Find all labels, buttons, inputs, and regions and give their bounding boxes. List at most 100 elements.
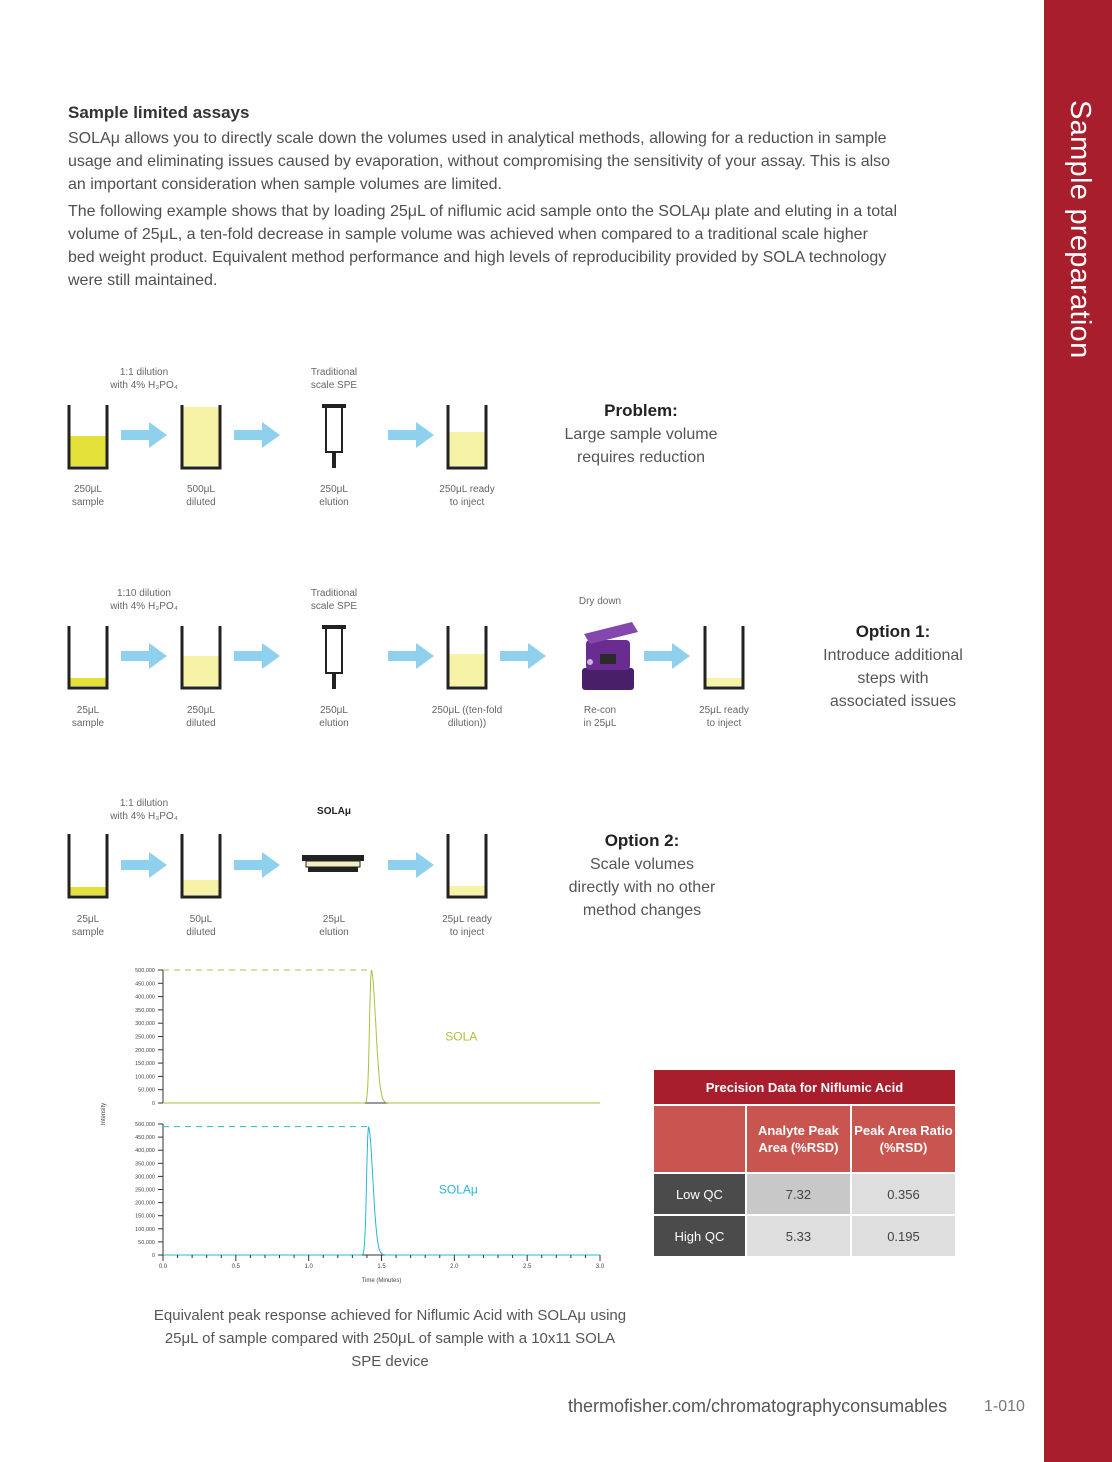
y-axis-label: Intensity bbox=[101, 1103, 107, 1125]
y-tick-label: 500,000 bbox=[135, 1122, 155, 1128]
y-tick-label: 400,000 bbox=[135, 1148, 155, 1154]
callout-title: Problem: bbox=[604, 401, 678, 420]
step-label: 25μL sample bbox=[71, 914, 105, 938]
series-line bbox=[163, 1126, 600, 1256]
step-label: SOLAμ bbox=[317, 806, 351, 817]
table-header: Analyte Peak Area (%RSD) bbox=[744, 1104, 852, 1174]
arrow-icon bbox=[234, 422, 280, 448]
arrow-icon bbox=[121, 852, 167, 878]
page-number: 1-010 bbox=[984, 1398, 1025, 1415]
y-tick-label: 200,000 bbox=[135, 1048, 155, 1054]
y-tick-label: 250,000 bbox=[135, 1035, 155, 1041]
x-tick-label: 1.5 bbox=[377, 1264, 386, 1270]
step-label: Traditional scale SPE bbox=[310, 367, 358, 391]
y-tick-label: 0 bbox=[152, 1253, 155, 1259]
step-label: 250μL ready to inject bbox=[439, 484, 495, 508]
step-label: 25μL sample bbox=[71, 705, 105, 729]
problem-callout: Problem: Large sample volume requires re… bbox=[556, 401, 726, 469]
beaker-icon bbox=[180, 405, 222, 470]
table-header: Peak Area Ratio (%RSD) bbox=[849, 1104, 958, 1174]
beaker-icon bbox=[446, 405, 488, 470]
x-tick-label: 0.5 bbox=[232, 1264, 241, 1270]
arrow-icon bbox=[388, 422, 434, 448]
x-tick-label: 2.0 bbox=[450, 1264, 459, 1270]
arrow-icon bbox=[121, 422, 167, 448]
beaker-icon bbox=[446, 834, 488, 899]
x-tick-label: 0.0 bbox=[159, 1264, 168, 1270]
y-tick-label: 50,000 bbox=[138, 1088, 155, 1094]
arrow-icon bbox=[388, 643, 434, 669]
problem-row bbox=[67, 404, 488, 470]
x-tick-label: 1.0 bbox=[304, 1264, 313, 1270]
x-tick-label: 3.0 bbox=[596, 1264, 605, 1270]
step-label: Re-con in 25μL bbox=[583, 705, 617, 729]
table-corner bbox=[652, 1104, 747, 1174]
series-line bbox=[163, 969, 600, 1104]
y-tick-label: 350,000 bbox=[135, 1008, 155, 1014]
table-row: Low QC 7.32 0.356 bbox=[652, 1172, 958, 1216]
beaker-icon bbox=[67, 626, 109, 690]
spe-cartridge-icon bbox=[322, 625, 346, 689]
evaporator-device-icon bbox=[582, 622, 638, 690]
sidebar-title: Sample preparation bbox=[1064, 100, 1096, 359]
row-header: High QC bbox=[652, 1214, 747, 1258]
table-cell: 0.195 bbox=[849, 1214, 958, 1258]
y-tick-label: 100,000 bbox=[135, 1074, 155, 1080]
step-label: 25μL elution bbox=[319, 914, 349, 938]
beaker-icon bbox=[180, 834, 222, 899]
step-label: Traditional scale SPE bbox=[310, 588, 358, 612]
step-label: 500μL diluted bbox=[186, 484, 216, 508]
precision-table: Precision Data for Niflumic Acid Analyte… bbox=[652, 1068, 958, 1258]
y-tick-label: 500,000 bbox=[135, 968, 155, 974]
section-title: Sample limited assays bbox=[68, 103, 250, 122]
series-label: SOLA bbox=[445, 1030, 477, 1044]
chart-caption: Equivalent peak response achieved for Ni… bbox=[153, 1307, 627, 1370]
table-cell: 0.356 bbox=[849, 1172, 958, 1216]
spe-cartridge-icon bbox=[322, 404, 346, 468]
y-tick-label: 300,000 bbox=[135, 1021, 155, 1027]
callout-text: Scale volumes directly with no other met… bbox=[568, 856, 716, 919]
y-tick-label: 250,000 bbox=[135, 1188, 155, 1194]
callout-text: Large sample volume requires reduction bbox=[564, 426, 718, 466]
x-tick-label: 2.5 bbox=[523, 1264, 532, 1270]
example-paragraph: The following example shows that by load… bbox=[68, 203, 897, 289]
option1-row bbox=[67, 622, 745, 690]
arrow-icon bbox=[121, 643, 167, 669]
y-tick-label: 450,000 bbox=[135, 1135, 155, 1141]
callout-title: Option 2: bbox=[604, 831, 680, 850]
arrow-icon bbox=[234, 643, 280, 669]
y-tick-label: 0 bbox=[152, 1101, 155, 1107]
option1-callout: Option 1: Introduce additional steps wit… bbox=[808, 622, 978, 713]
beaker-icon bbox=[67, 405, 109, 470]
callout-title: Option 1: bbox=[855, 622, 931, 641]
y-tick-label: 300,000 bbox=[135, 1174, 155, 1180]
y-tick-label: 100,000 bbox=[135, 1227, 155, 1233]
step-label: 1:10 dilution with 4% H₃PO₄ bbox=[110, 588, 178, 612]
step-label: 50μL diluted bbox=[186, 914, 216, 938]
step-label: 250μL sample bbox=[71, 484, 105, 508]
y-tick-label: 200,000 bbox=[135, 1201, 155, 1207]
solamu-plate-icon bbox=[302, 855, 364, 872]
step-label: Dry down bbox=[578, 596, 622, 607]
intro-paragraph: SOLAμ allows you to directly scale down … bbox=[68, 130, 891, 193]
y-tick-label: 150,000 bbox=[135, 1061, 155, 1067]
beaker-icon bbox=[67, 834, 109, 899]
beaker-icon bbox=[180, 626, 222, 690]
chromatogram-chart: 0 50,000 100,000 150,000 200,000 250,000 300,0… bbox=[101, 968, 605, 1284]
beaker-icon bbox=[446, 626, 488, 690]
y-tick-label: 350,000 bbox=[135, 1161, 155, 1167]
y-tick-label: 400,000 bbox=[135, 995, 155, 1001]
table-title: Precision Data for Niflumic Acid bbox=[652, 1068, 957, 1106]
footer-url[interactable]: thermofisher.com/chromatographyconsumabl… bbox=[568, 1396, 948, 1416]
arrow-icon bbox=[644, 643, 690, 669]
table-row: High QC 5.33 0.195 bbox=[652, 1214, 958, 1258]
step-label: 25μL ready to inject bbox=[442, 914, 492, 938]
x-axis-label: Time (Minutes) bbox=[362, 1278, 402, 1284]
table-cell: 7.32 bbox=[744, 1172, 852, 1216]
arrow-icon bbox=[388, 852, 434, 878]
option2-row bbox=[67, 834, 488, 899]
step-label: 1:1 dilution with 4% H₃PO₄ bbox=[110, 798, 178, 822]
sidebar-band bbox=[1044, 0, 1112, 1462]
row-header: Low QC bbox=[652, 1172, 747, 1216]
